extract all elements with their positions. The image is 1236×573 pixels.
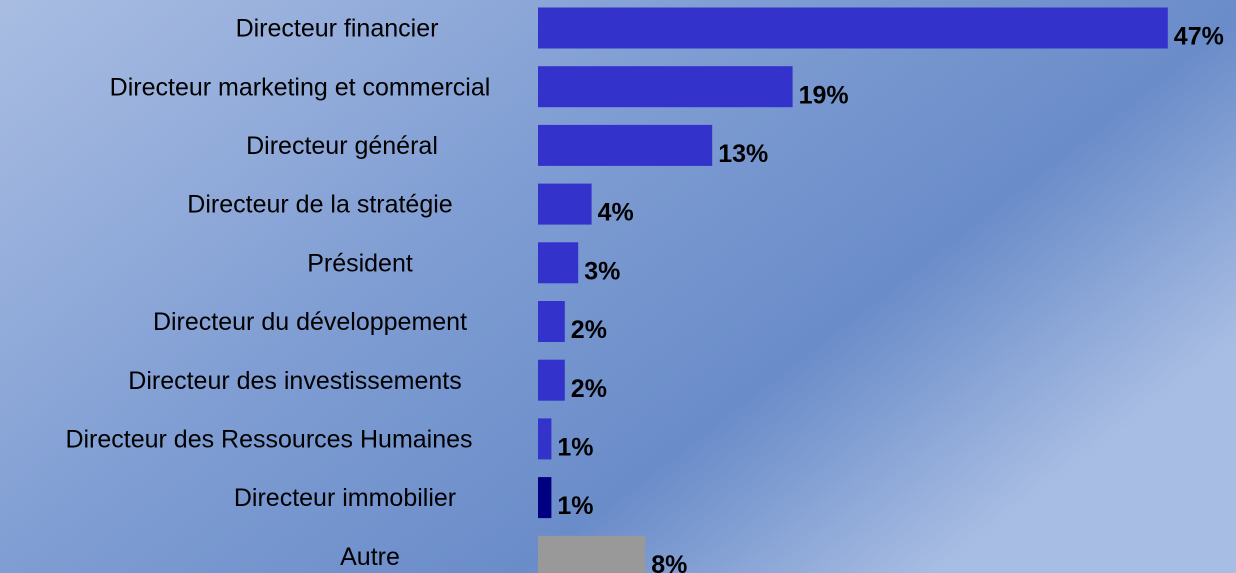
bar (538, 477, 552, 519)
bar (538, 242, 579, 284)
category-label: Directeur immobilier (234, 484, 456, 512)
category-label: Président (307, 249, 413, 277)
value-label: 2% (571, 316, 607, 344)
bar (538, 301, 565, 342)
category-label: Directeur général (246, 132, 438, 160)
value-label: 2% (571, 375, 607, 403)
category-label: Directeur marketing et commercial (110, 73, 491, 101)
value-label: 3% (584, 257, 620, 285)
value-label: 47% (1174, 23, 1224, 51)
category-label: Autre (340, 543, 400, 571)
category-label: Directeur financier (236, 15, 439, 43)
category-label: Directeur du développement (153, 308, 467, 336)
category-label: Directeur des investissements (128, 367, 461, 395)
bar (538, 183, 592, 225)
value-label: 1% (557, 492, 593, 520)
bar (538, 66, 793, 108)
value-label: 1% (557, 434, 593, 462)
bar (538, 535, 646, 573)
bar (538, 124, 713, 166)
bar (538, 359, 565, 401)
category-label: Directeur de la stratégie (187, 191, 452, 219)
value-label: 4% (598, 199, 634, 227)
value-label: 13% (718, 140, 768, 168)
value-label: 19% (799, 81, 849, 109)
category-label: Directeur des Ressources Humaines (65, 426, 472, 454)
bar (538, 418, 552, 460)
bar (538, 7, 1168, 49)
value-label: 8% (651, 551, 687, 573)
